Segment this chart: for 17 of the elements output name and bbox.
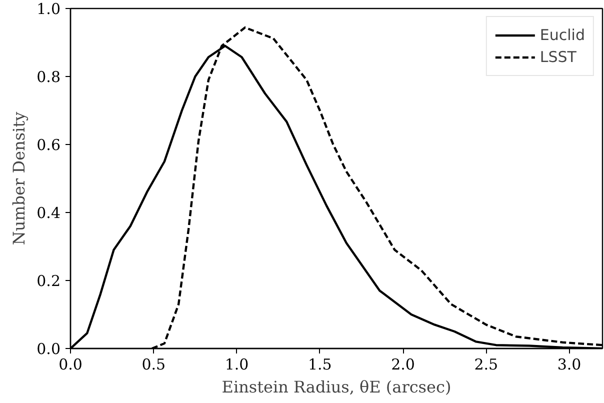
y-axis-title: Number Density bbox=[10, 112, 29, 246]
x-tick-label: 3.0 bbox=[557, 356, 582, 374]
x-tick-label: 2.0 bbox=[391, 356, 415, 374]
y-tick-label: 0.4 bbox=[36, 204, 61, 222]
y-tick-label: 1.0 bbox=[36, 0, 61, 18]
y-tick-label: 0.2 bbox=[36, 272, 61, 290]
y-tick-label: 0.8 bbox=[36, 68, 61, 86]
x-tick-label: 1.5 bbox=[308, 356, 332, 374]
x-tick-label: 2.5 bbox=[474, 356, 498, 374]
legend-label: LSST bbox=[540, 48, 576, 66]
y-tick-label: 0.6 bbox=[36, 136, 61, 154]
x-axis-title: Einstein Radius, θE (arcsec) bbox=[222, 378, 452, 396]
x-tick-label: 0.0 bbox=[58, 356, 82, 374]
x-tick-label: 0.5 bbox=[142, 356, 166, 374]
x-tick-label: 1.0 bbox=[224, 356, 249, 374]
legend-label: Euclid bbox=[540, 26, 585, 44]
y-tick-label: 0.0 bbox=[36, 340, 61, 358]
